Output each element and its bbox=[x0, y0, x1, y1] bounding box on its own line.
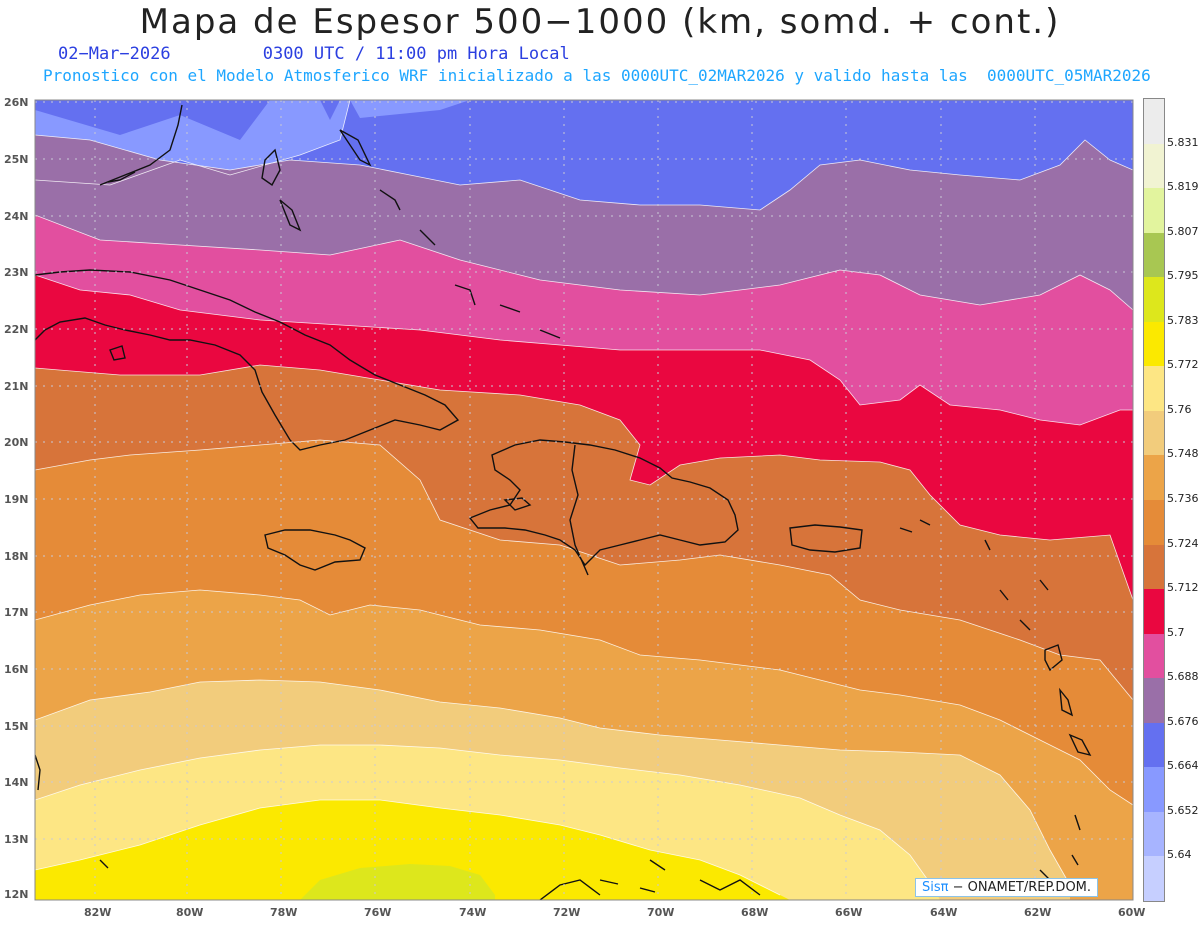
lon-label: 70W bbox=[647, 906, 675, 919]
forecast-date: 02−Mar−2026 bbox=[58, 44, 171, 64]
legend-swatch bbox=[1144, 678, 1164, 724]
legend-label: 5.76 bbox=[1167, 402, 1192, 416]
legend-label: 5.724 bbox=[1167, 536, 1199, 550]
legend-label: 5.783 bbox=[1167, 313, 1199, 327]
coastline-hispaniola bbox=[468, 439, 739, 567]
legend-swatch bbox=[1144, 410, 1164, 456]
lon-label: 62W bbox=[1024, 906, 1052, 919]
legend-label: 5.712 bbox=[1167, 581, 1199, 595]
legend-swatch bbox=[1144, 767, 1164, 813]
lon-label: 66W bbox=[835, 906, 863, 919]
lat-label: 22N bbox=[4, 323, 29, 336]
lat-label: 20N bbox=[4, 436, 29, 449]
legend-swatch bbox=[1144, 366, 1164, 412]
lon-label: 68W bbox=[741, 906, 769, 919]
coastline-isla-juventud bbox=[109, 345, 126, 361]
lat-label: 12N bbox=[4, 888, 29, 901]
legend-swatch bbox=[1144, 544, 1164, 590]
lon-label: 60W bbox=[1118, 906, 1146, 919]
legend-label: 5.748 bbox=[1167, 447, 1199, 461]
legend-label: 5.772 bbox=[1167, 358, 1199, 372]
forecast-subtitle: Pronostico con el Modelo Atmosferico WRF… bbox=[43, 66, 1151, 85]
credit-text: − ONAMET/REP.DOM. bbox=[952, 880, 1092, 895]
coastline-bahamas-islands bbox=[379, 189, 561, 339]
lon-label: 76W bbox=[364, 906, 392, 919]
legend-swatch bbox=[1144, 500, 1164, 546]
contour-band bbox=[300, 864, 495, 900]
lat-label: 23N bbox=[4, 266, 29, 279]
legend-swatch bbox=[1144, 589, 1164, 635]
coastlines bbox=[35, 104, 1092, 900]
legend-swatch bbox=[1144, 633, 1164, 679]
lat-label: 17N bbox=[4, 606, 29, 619]
lon-label: 78W bbox=[270, 906, 298, 919]
legend-swatch bbox=[1144, 99, 1164, 145]
coastline-florida bbox=[99, 104, 183, 186]
legend-label: 5.807 bbox=[1167, 224, 1199, 238]
lat-label: 21N bbox=[4, 380, 29, 393]
coastline-puerto-rico bbox=[789, 524, 863, 553]
legend-label: 5.664 bbox=[1167, 759, 1199, 773]
contour-lines bbox=[35, 100, 1133, 896]
map-title: Mapa de Espesor 500−1000 (km, somd. + co… bbox=[139, 2, 1061, 42]
lat-label: 19N bbox=[4, 493, 29, 506]
coastline-central-america bbox=[35, 754, 109, 869]
lat-label: 26N bbox=[4, 96, 29, 109]
legend-label: 5.7 bbox=[1167, 625, 1185, 639]
coastline-aruba-curacao bbox=[599, 879, 656, 893]
legend-label: 5.831 bbox=[1167, 135, 1199, 149]
lat-label: 16N bbox=[4, 663, 29, 676]
lon-label: 64W bbox=[930, 906, 958, 919]
coastline-south-america bbox=[539, 859, 1051, 900]
credit-brand: Sisπ bbox=[922, 880, 949, 895]
lat-label: 15N bbox=[4, 720, 29, 733]
legend-label: 5.795 bbox=[1167, 269, 1199, 283]
legend-swatch bbox=[1144, 232, 1164, 278]
lon-label: 74W bbox=[459, 906, 487, 919]
legend-swatch bbox=[1144, 277, 1164, 323]
graticule bbox=[35, 100, 1133, 900]
legend-swatch bbox=[1144, 811, 1164, 857]
legend-label: 5.676 bbox=[1167, 714, 1199, 728]
forecast-datetime: 02−Mar−2026 0300 UTC / 11:00 pm Hora Loc… bbox=[58, 44, 570, 64]
coastline-haiti-border bbox=[569, 444, 589, 576]
coastline-florida-keys bbox=[107, 171, 136, 183]
lat-label: 14N bbox=[4, 776, 29, 789]
lat-label: 25N bbox=[4, 153, 29, 166]
legend-swatch bbox=[1144, 722, 1164, 768]
contour-band bbox=[35, 800, 790, 900]
coastline-bahamas-north bbox=[261, 129, 372, 232]
legend-label: 5.819 bbox=[1167, 180, 1199, 194]
legend-label: 5.688 bbox=[1167, 670, 1199, 684]
legend-label: 5.64 bbox=[1167, 848, 1192, 862]
contour-bands bbox=[35, 100, 1133, 900]
legend-swatch bbox=[1144, 455, 1164, 501]
coastline-cuba bbox=[35, 269, 460, 451]
lon-label: 72W bbox=[553, 906, 581, 919]
credit-box: Sisπ − ONAMET/REP.DOM. bbox=[915, 878, 1099, 897]
lat-label: 18N bbox=[4, 550, 29, 563]
forecast-time: 0300 UTC / 11:00 pm Hora Local bbox=[262, 44, 570, 64]
lon-label: 80W bbox=[176, 906, 204, 919]
lat-label: 13N bbox=[4, 833, 29, 846]
legend-swatch bbox=[1144, 143, 1164, 189]
legend-swatch bbox=[1144, 321, 1164, 367]
color-legend bbox=[1143, 98, 1165, 902]
coastline-jamaica bbox=[264, 529, 366, 571]
lat-label: 24N bbox=[4, 210, 29, 223]
legend-swatch bbox=[1144, 188, 1164, 234]
plot-frame bbox=[34, 99, 1134, 901]
coastline-lesser-antilles bbox=[899, 519, 1092, 866]
legend-swatch bbox=[1144, 856, 1164, 902]
legend-label: 5.736 bbox=[1167, 492, 1199, 505]
lon-label: 82W bbox=[84, 906, 112, 919]
legend-label: 5.652 bbox=[1167, 803, 1199, 817]
